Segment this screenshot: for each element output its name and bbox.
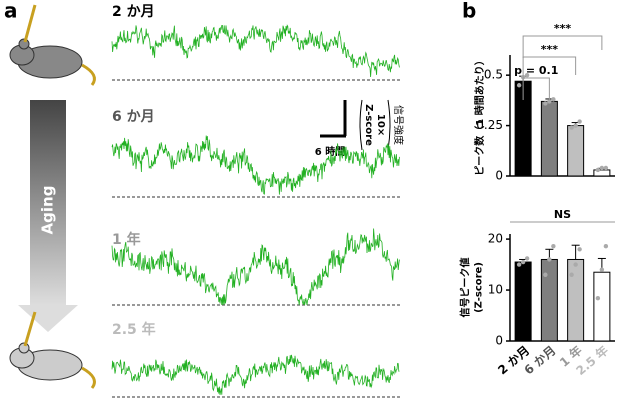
bracket <box>522 56 577 79</box>
mouse-young <box>9 4 96 86</box>
mouse-old <box>9 311 96 389</box>
trace <box>111 228 400 306</box>
data-point <box>543 272 548 277</box>
data-point <box>547 99 552 104</box>
y-axis-label: (Z-score) <box>474 262 485 313</box>
y-axis-label: ピーク数（1 時間あたり） <box>473 55 486 175</box>
data-point <box>520 259 526 265</box>
trace <box>111 354 400 395</box>
data-point <box>551 244 556 249</box>
panel-label: b <box>462 0 476 23</box>
data-point <box>569 125 574 130</box>
y-tick-label: 0.25 <box>476 118 503 132</box>
panel-label: a <box>4 0 18 23</box>
data-point <box>551 97 556 102</box>
bracket <box>522 77 550 100</box>
annotation: *** <box>541 43 559 56</box>
data-point <box>524 256 530 261</box>
bracket <box>522 35 603 58</box>
data-point <box>603 244 609 249</box>
bar <box>540 100 558 177</box>
trace-label: 2.5 年 <box>112 321 156 338</box>
annotation: NS <box>554 208 571 221</box>
data-point <box>573 262 578 267</box>
trace-label: 6 か月 <box>112 109 155 125</box>
y-tick-label: 0.5 <box>484 68 503 82</box>
scale-bar <box>320 99 391 151</box>
trace-label: 1 年 <box>112 231 141 248</box>
bar <box>567 258 585 342</box>
data-point <box>543 101 548 106</box>
annotation: *** <box>554 22 572 35</box>
data-point <box>595 296 601 301</box>
data-point <box>603 165 609 171</box>
y-tick-label: 0 <box>495 169 503 183</box>
data-point <box>547 257 552 262</box>
aging-arrow <box>18 100 78 332</box>
trace <box>111 135 400 195</box>
data-point <box>516 83 522 88</box>
data-point <box>595 167 601 173</box>
aging-label: Aging <box>39 186 57 235</box>
data-point <box>524 72 530 78</box>
bar <box>514 261 532 342</box>
bar <box>593 271 611 342</box>
trace <box>111 24 400 78</box>
data-point <box>577 247 582 252</box>
y-axis-label: 信号ピーク値 <box>459 258 472 318</box>
data-point <box>577 119 582 124</box>
bar <box>567 125 585 177</box>
scale-y-label: 信号強度 <box>392 105 405 145</box>
scale-y-label: 10× <box>375 114 386 136</box>
y-tick-label: 0 <box>495 334 503 348</box>
y-tick-label: 20 <box>488 232 503 246</box>
data-point <box>599 267 605 272</box>
data-point <box>569 272 574 277</box>
bar <box>540 258 558 342</box>
scale-y-label: Z-score <box>363 104 374 146</box>
trace-label: 2 か月 <box>112 4 155 20</box>
data-point <box>516 262 522 267</box>
y-tick-label: 10 <box>488 283 503 297</box>
data-point <box>573 123 578 128</box>
annotation: p = 0.1 <box>514 64 558 77</box>
data-point <box>599 165 605 171</box>
